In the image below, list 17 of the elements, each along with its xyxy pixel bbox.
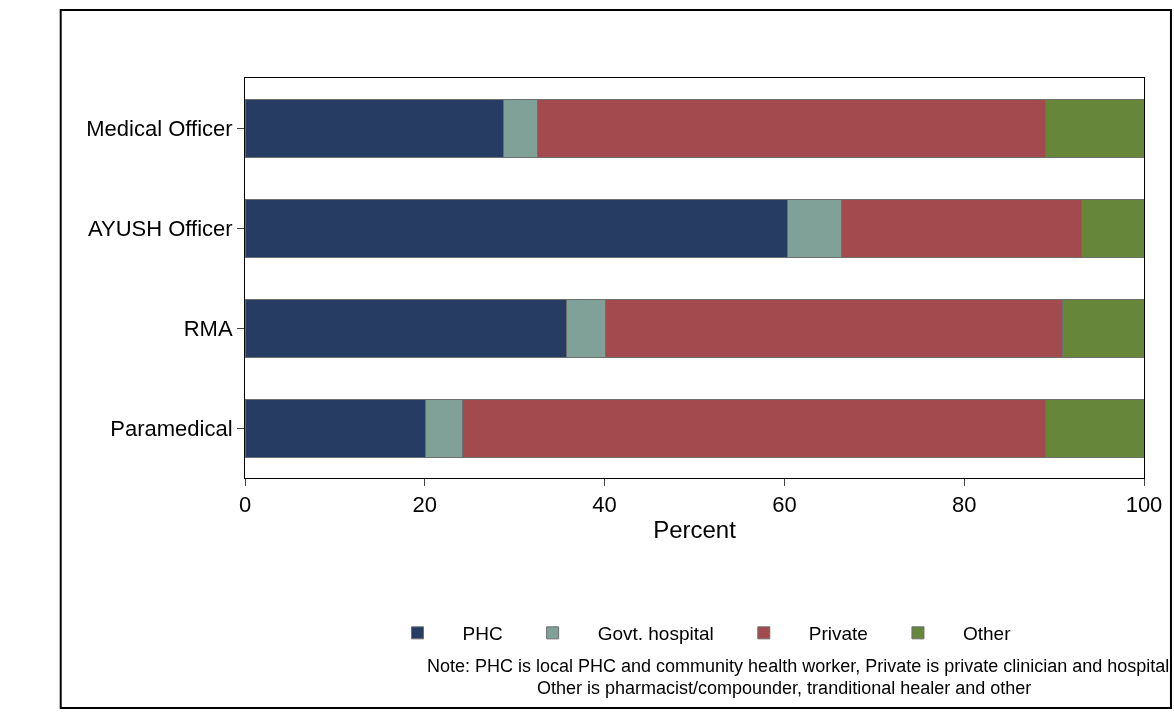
text: Note: PHC is local PHC and community health worker, Private is private clinician and hospital: [427, 656, 1170, 676]
legend-label: Private: [808, 623, 868, 645]
y-tick-label: Medical Officer: [86, 115, 233, 141]
legend-label: PHC: [462, 623, 503, 645]
y-tick-label: Paramedical: [110, 415, 233, 441]
y-tick-label: AYUSH Officer: [87, 215, 233, 241]
text: Other is pharmacist/compounder, tranditional healer and other: [537, 678, 1032, 698]
x-tick-label: 0: [238, 492, 252, 518]
x-tick-label: 100: [1125, 492, 1163, 518]
x-tick-label: 60: [772, 492, 797, 518]
x-tick-label: 40: [592, 492, 617, 518]
x-axis-title: Percent: [653, 515, 737, 543]
legend-label: Govt. hospital: [597, 623, 714, 645]
y-tick-label: RMA: [183, 315, 233, 341]
x-tick-label: 80: [951, 492, 977, 518]
legend-label: Other: [962, 623, 1012, 645]
x-tick-label: 20: [412, 492, 438, 518]
